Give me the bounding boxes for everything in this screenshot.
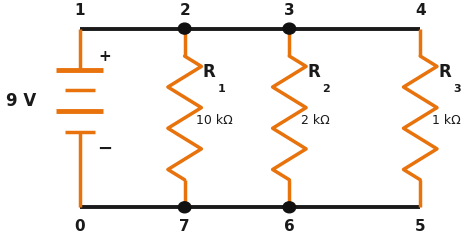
Text: 2: 2 bbox=[322, 84, 330, 94]
Text: 3: 3 bbox=[284, 3, 295, 18]
Text: 1: 1 bbox=[218, 84, 225, 94]
Text: 6: 6 bbox=[284, 219, 295, 234]
Text: +: + bbox=[98, 49, 111, 64]
Text: −: − bbox=[97, 140, 112, 158]
Text: R: R bbox=[438, 63, 451, 81]
Text: 1: 1 bbox=[75, 3, 85, 18]
Text: 4: 4 bbox=[415, 3, 426, 18]
Circle shape bbox=[283, 202, 296, 213]
Text: 1 kΩ: 1 kΩ bbox=[432, 114, 461, 127]
Circle shape bbox=[178, 23, 191, 34]
Text: 0: 0 bbox=[74, 219, 85, 234]
Text: 10 kΩ: 10 kΩ bbox=[196, 114, 233, 127]
Text: 2 kΩ: 2 kΩ bbox=[301, 114, 329, 127]
Text: 9 V: 9 V bbox=[6, 91, 36, 109]
Text: 2: 2 bbox=[179, 3, 190, 18]
Circle shape bbox=[178, 202, 191, 213]
Text: 3: 3 bbox=[453, 84, 461, 94]
Text: 5: 5 bbox=[415, 219, 426, 234]
Circle shape bbox=[283, 23, 296, 34]
Text: 7: 7 bbox=[179, 219, 190, 234]
Text: R: R bbox=[308, 63, 320, 81]
Text: R: R bbox=[203, 63, 216, 81]
